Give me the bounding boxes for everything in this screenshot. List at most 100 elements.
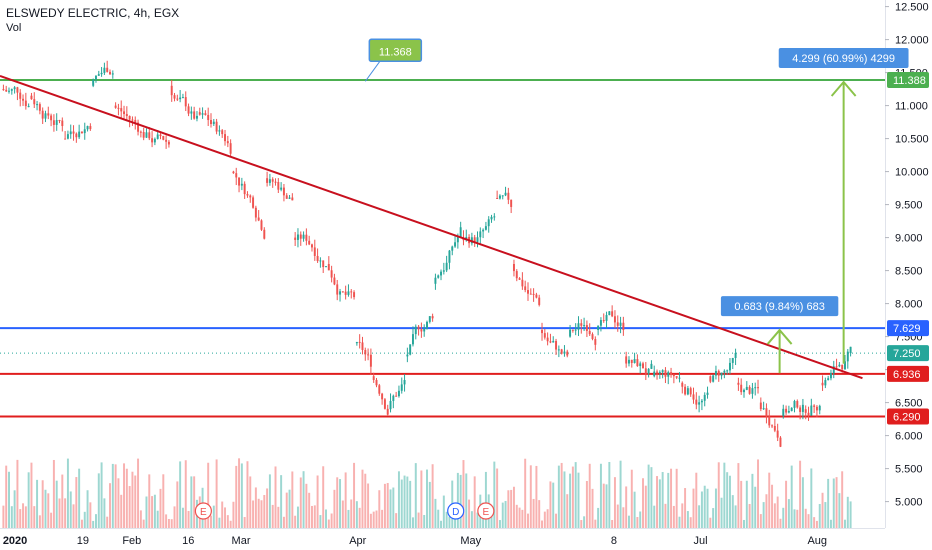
candle-body <box>745 386 748 390</box>
volume-bar <box>176 481 179 528</box>
candle-body <box>482 229 485 232</box>
candle-body <box>336 284 339 295</box>
price-callout: 11.368 <box>364 38 423 82</box>
price-tag <box>887 345 929 362</box>
volume-bar <box>743 519 745 528</box>
candle-body <box>22 98 25 101</box>
volume-bar <box>30 462 33 528</box>
candle-body <box>684 386 687 395</box>
candle-body <box>625 356 628 364</box>
volume-bar <box>151 496 154 528</box>
volume-indicator-label[interactable]: Vol <box>6 22 22 34</box>
volume-bar <box>395 513 398 528</box>
volume-bar <box>512 486 515 528</box>
volume-bar <box>473 476 476 528</box>
volume-bar <box>260 500 263 528</box>
volume-bar <box>571 466 574 528</box>
volume-bar <box>181 507 184 528</box>
volume-bar <box>327 519 330 528</box>
price-tag-label: 6.936 <box>893 369 921 381</box>
volume-bar <box>681 503 684 528</box>
volume-bar <box>793 509 796 528</box>
candle-body <box>184 97 187 107</box>
chart-title: ELSWEDY ELECTRIC, 4h, EGX <box>6 6 180 20</box>
event-marker-circle <box>447 502 465 520</box>
volume-bar <box>403 475 406 528</box>
volume-bar <box>131 471 134 528</box>
volume-bar <box>518 507 521 528</box>
candle-body <box>597 325 600 330</box>
volume-bar <box>381 509 384 528</box>
candle-body <box>381 393 384 400</box>
candle-body <box>695 399 698 405</box>
candle-body <box>277 182 280 190</box>
volume-bar <box>47 493 50 528</box>
volume-bar <box>515 504 518 528</box>
candle-body <box>776 430 779 438</box>
volume-bar <box>378 490 381 528</box>
volume-bar <box>448 516 451 528</box>
volume-bar <box>243 517 246 528</box>
volume-bar <box>504 500 507 528</box>
candle-body <box>151 138 154 143</box>
price-tag-label: 11.388 <box>893 75 926 87</box>
volume-bar <box>622 507 625 528</box>
volume-bar <box>190 476 193 528</box>
candle-body <box>364 349 367 355</box>
candle-body <box>24 100 27 107</box>
time-tick-label: May <box>460 535 481 547</box>
volume-bar <box>347 509 350 528</box>
volume-bar <box>757 459 760 528</box>
volume-bar <box>552 482 555 528</box>
candle-body <box>80 131 83 134</box>
volume-bar <box>734 505 737 528</box>
candle-body <box>187 106 190 114</box>
measure-label-box <box>720 296 839 317</box>
volume-bar <box>319 515 322 528</box>
candle-body <box>148 132 151 139</box>
candle-body <box>58 120 61 122</box>
candle-body <box>341 291 344 293</box>
volume-bar <box>594 519 597 528</box>
volume-bar <box>426 469 428 528</box>
volume-bar <box>361 469 364 528</box>
volume-bar <box>69 491 72 528</box>
volume-bar <box>639 511 642 528</box>
time-tick-label: 19 <box>77 535 89 547</box>
volume-bar <box>299 477 302 528</box>
volume-bar <box>829 519 832 528</box>
candle-body <box>89 126 92 130</box>
candle-body <box>308 240 311 245</box>
volume-bar <box>827 478 830 528</box>
volume-bar <box>670 468 673 528</box>
candle-body <box>378 385 381 394</box>
volume-bar <box>695 472 698 528</box>
candle-body <box>38 104 41 111</box>
volume-bar <box>36 479 39 528</box>
candle-body <box>832 366 835 374</box>
volume-bar <box>355 501 358 528</box>
candle-body <box>75 133 78 138</box>
candle-body <box>490 216 493 220</box>
volume-bar <box>61 474 64 528</box>
volume-bar <box>2 505 5 528</box>
volume-bar <box>759 514 762 528</box>
candle-body <box>27 106 30 108</box>
candle-body <box>560 349 563 354</box>
candle-body <box>818 405 821 411</box>
volume-bar <box>818 504 821 528</box>
candle-body <box>479 231 482 238</box>
volume-bar <box>566 494 569 528</box>
volume-bar <box>524 458 527 528</box>
candle-body <box>156 134 159 139</box>
candle-body <box>815 406 818 411</box>
candle-body <box>117 107 120 109</box>
volume-bar <box>33 506 36 528</box>
volume-bar <box>252 500 255 528</box>
candle-body <box>728 362 731 371</box>
candle-body <box>291 197 294 201</box>
volume-bar <box>139 510 142 528</box>
volume-bar <box>333 489 336 528</box>
